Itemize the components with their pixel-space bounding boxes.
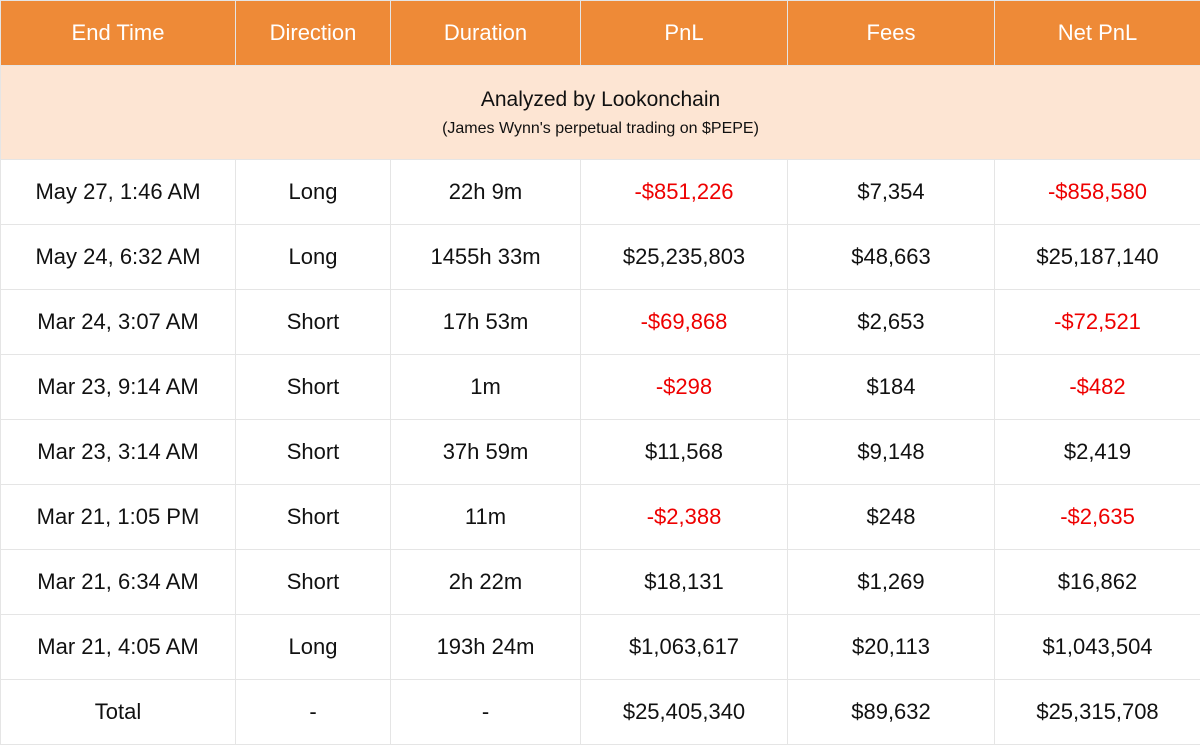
cell-fees: $2,653 <box>788 290 995 355</box>
table-row: Mar 21, 4:05 AM Long 193h 24m $1,063,617… <box>1 615 1200 680</box>
banner-subtitle: (James Wynn's perpetual trading on $PEPE… <box>1 118 1200 140</box>
cell-pnl: $25,235,803 <box>581 225 788 290</box>
banner-cell: Analyzed by Lookonchain (James Wynn's pe… <box>1 66 1200 160</box>
table-row: Mar 21, 1:05 PM Short 11m -$2,388 $248 -… <box>1 485 1200 550</box>
cell-duration: 37h 59m <box>391 420 581 485</box>
cell-net-pnl: -$858,580 <box>995 160 1200 225</box>
cell-net-pnl: -$72,521 <box>995 290 1200 355</box>
cell-net-pnl: $25,187,140 <box>995 225 1200 290</box>
col-header-duration: Duration <box>391 1 581 66</box>
cell-direction: Long <box>236 615 391 680</box>
cell-pnl: $11,568 <box>581 420 788 485</box>
col-header-direction: Direction <box>236 1 391 66</box>
cell-end-time: Mar 21, 4:05 AM <box>1 615 236 680</box>
cell-fees: $7,354 <box>788 160 995 225</box>
cell-pnl: $18,131 <box>581 550 788 615</box>
total-label: Total <box>1 680 236 745</box>
table-row: Mar 21, 6:34 AM Short 2h 22m $18,131 $1,… <box>1 550 1200 615</box>
cell-duration: 22h 9m <box>391 160 581 225</box>
col-header-end-time: End Time <box>1 1 236 66</box>
cell-fees: $1,269 <box>788 550 995 615</box>
cell-end-time: May 27, 1:46 AM <box>1 160 236 225</box>
cell-net-pnl: $1,043,504 <box>995 615 1200 680</box>
table-row: May 27, 1:46 AM Long 22h 9m -$851,226 $7… <box>1 160 1200 225</box>
cell-pnl: -$2,388 <box>581 485 788 550</box>
cell-duration: 1m <box>391 355 581 420</box>
cell-direction: Short <box>236 290 391 355</box>
cell-net-pnl: $16,862 <box>995 550 1200 615</box>
cell-end-time: Mar 23, 9:14 AM <box>1 355 236 420</box>
total-duration: - <box>391 680 581 745</box>
cell-fees: $9,148 <box>788 420 995 485</box>
total-fees: $89,632 <box>788 680 995 745</box>
total-pnl: $25,405,340 <box>581 680 788 745</box>
cell-end-time: Mar 24, 3:07 AM <box>1 290 236 355</box>
table-row: Mar 23, 3:14 AM Short 37h 59m $11,568 $9… <box>1 420 1200 485</box>
cell-pnl: -$298 <box>581 355 788 420</box>
cell-fees: $248 <box>788 485 995 550</box>
cell-fees: $20,113 <box>788 615 995 680</box>
cell-fees: $48,663 <box>788 225 995 290</box>
col-header-pnl: PnL <box>581 1 788 66</box>
table-row: May 24, 6:32 AM Long 1455h 33m $25,235,8… <box>1 225 1200 290</box>
cell-direction: Short <box>236 550 391 615</box>
cell-direction: Short <box>236 355 391 420</box>
cell-duration: 11m <box>391 485 581 550</box>
banner-title: Analyzed by Lookonchain <box>1 86 1200 114</box>
cell-pnl: $1,063,617 <box>581 615 788 680</box>
header-row: End Time Direction Duration PnL Fees Net… <box>1 1 1200 66</box>
cell-direction: Long <box>236 225 391 290</box>
total-row: Total - - $25,405,340 $89,632 $25,315,70… <box>1 680 1200 745</box>
cell-end-time: Mar 23, 3:14 AM <box>1 420 236 485</box>
cell-duration: 17h 53m <box>391 290 581 355</box>
cell-end-time: May 24, 6:32 AM <box>1 225 236 290</box>
cell-direction: Long <box>236 160 391 225</box>
table-row: Mar 23, 9:14 AM Short 1m -$298 $184 -$48… <box>1 355 1200 420</box>
cell-pnl: -$851,226 <box>581 160 788 225</box>
cell-direction: Short <box>236 420 391 485</box>
col-header-net-pnl: Net PnL <box>995 1 1200 66</box>
cell-direction: Short <box>236 485 391 550</box>
cell-fees: $184 <box>788 355 995 420</box>
total-net-pnl: $25,315,708 <box>995 680 1200 745</box>
cell-end-time: Mar 21, 1:05 PM <box>1 485 236 550</box>
cell-end-time: Mar 21, 6:34 AM <box>1 550 236 615</box>
cell-pnl: -$69,868 <box>581 290 788 355</box>
cell-net-pnl: $2,419 <box>995 420 1200 485</box>
cell-duration: 2h 22m <box>391 550 581 615</box>
cell-duration: 1455h 33m <box>391 225 581 290</box>
cell-net-pnl: -$2,635 <box>995 485 1200 550</box>
cell-duration: 193h 24m <box>391 615 581 680</box>
cell-net-pnl: -$482 <box>995 355 1200 420</box>
table-row: Mar 24, 3:07 AM Short 17h 53m -$69,868 $… <box>1 290 1200 355</box>
total-direction: - <box>236 680 391 745</box>
banner-row: Analyzed by Lookonchain (James Wynn's pe… <box>1 66 1200 160</box>
col-header-fees: Fees <box>788 1 995 66</box>
